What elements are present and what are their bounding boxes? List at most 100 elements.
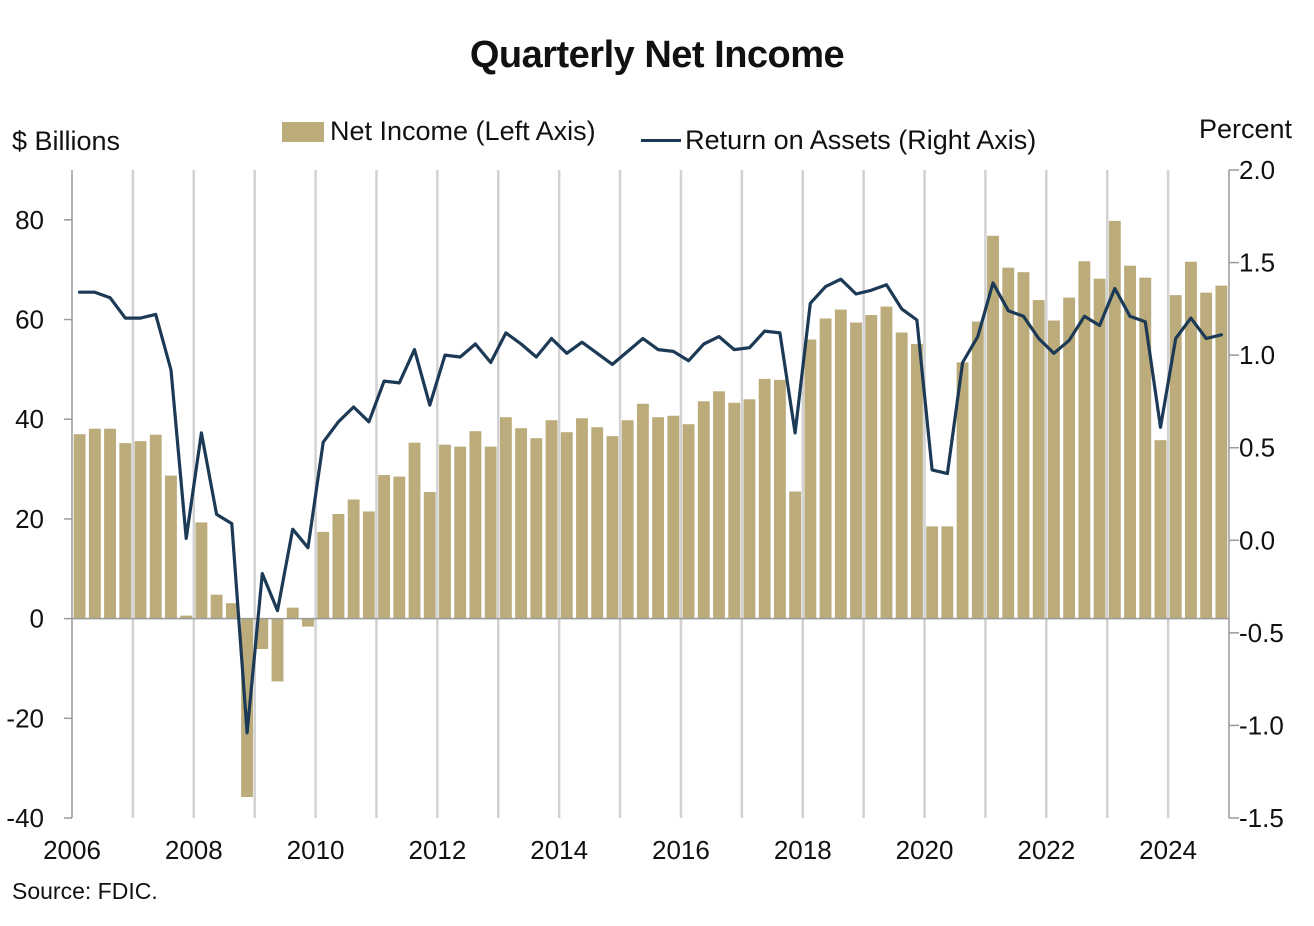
right-axis-tick-label: -0.5 xyxy=(1239,618,1284,648)
legend: Net Income (Left Axis) Return on Assets … xyxy=(282,116,1074,156)
net-income-bar xyxy=(210,594,223,619)
net-income-bar xyxy=(910,343,923,619)
net-income-bar xyxy=(545,420,558,619)
net-income-bar xyxy=(454,446,467,619)
net-income-bar xyxy=(119,443,132,619)
net-income-bar xyxy=(576,418,588,619)
x-axis-tick-label: 2018 xyxy=(774,835,832,865)
net-income-bar xyxy=(789,491,802,619)
net-income-bar xyxy=(591,427,604,619)
net-income-bar xyxy=(73,434,86,619)
left-axis-tick-label: 20 xyxy=(15,504,44,534)
net-income-bar xyxy=(195,522,208,619)
net-income-bar xyxy=(515,428,528,619)
left-axis-tick-label: -20 xyxy=(6,703,44,733)
net-income-bar xyxy=(728,402,741,619)
right-axis-unit-label: Percent xyxy=(1198,114,1292,144)
net-income-bar xyxy=(317,531,330,619)
net-income-bar xyxy=(804,339,817,619)
net-income-bar xyxy=(819,318,832,619)
right-axis-tick-label: -1.0 xyxy=(1239,710,1284,740)
left-axis-tick-label: -40 xyxy=(6,803,44,833)
net-income-bar xyxy=(362,511,375,619)
net-income-bar xyxy=(332,513,345,619)
legend-item-net-income: Net Income (Left Axis) xyxy=(282,116,596,147)
net-income-bar xyxy=(1063,297,1076,619)
chart-title: Quarterly Net Income xyxy=(469,34,845,76)
net-income-bar xyxy=(758,378,771,619)
net-income-bar xyxy=(484,446,497,619)
net-income-bar xyxy=(104,428,116,619)
net-income-bar xyxy=(378,475,391,619)
x-axis-tick-label: 2024 xyxy=(1139,835,1197,865)
right-axis-tick-label: 0.0 xyxy=(1239,525,1275,555)
net-income-bar xyxy=(1200,292,1213,619)
x-axis-tick-label: 2010 xyxy=(287,835,345,865)
net-income-bar xyxy=(1078,261,1091,619)
net-income-bar xyxy=(302,618,314,627)
right-axis-tick-label: -1.5 xyxy=(1239,803,1284,833)
left-axis-tick-label: 80 xyxy=(15,205,44,235)
net-income-bar xyxy=(530,438,543,619)
x-axis-tick-label: 2008 xyxy=(165,835,223,865)
net-income-bar xyxy=(134,441,147,619)
net-income-bar xyxy=(834,309,847,619)
net-income-bar xyxy=(1002,267,1015,619)
legend-item-roa: Return on Assets (Right Axis) xyxy=(641,125,1036,156)
net-income-bar xyxy=(241,618,254,798)
source-note: Source: FDIC. xyxy=(12,878,158,904)
net-income-bar xyxy=(850,322,862,619)
net-income-bar xyxy=(606,436,619,619)
tick-labels: -40 -20 0 20 40 60 80 -1.5 -1.0 -0.5 0.0 0.5 1.0 1.5 2… xyxy=(6,155,1283,865)
axes xyxy=(64,169,1239,819)
net-income-bar xyxy=(1154,440,1167,619)
net-income-bar xyxy=(926,526,939,619)
net-income-bar xyxy=(1169,295,1182,619)
net-income-bars xyxy=(73,220,1228,798)
x-axis-tick-label: 2016 xyxy=(652,835,710,865)
net-income-bar xyxy=(636,403,649,619)
net-income-bar xyxy=(621,420,634,619)
net-income-bar xyxy=(1124,265,1136,619)
net-income-bar xyxy=(1215,285,1228,619)
left-axis-tick-label: 0 xyxy=(30,604,44,634)
right-axis-tick-label: 0.5 xyxy=(1239,433,1275,463)
net-income-bar xyxy=(469,431,482,619)
net-income-bar xyxy=(408,442,421,619)
left-axis-tick-label: 60 xyxy=(15,305,44,335)
net-income-bar xyxy=(697,401,710,619)
net-income-bar xyxy=(880,306,893,619)
net-income-bar xyxy=(1108,220,1121,619)
x-axis-tick-label: 2006 xyxy=(43,835,101,865)
legend-label-net-income: Net Income (Left Axis) xyxy=(330,116,596,146)
net-income-bar xyxy=(1093,278,1106,619)
net-income-bar xyxy=(773,379,786,619)
net-income-bar xyxy=(88,428,101,619)
right-axis-tick-label: 1.0 xyxy=(1239,340,1275,370)
net-income-bar xyxy=(499,417,512,619)
net-income-bar xyxy=(1185,261,1197,619)
net-income-bar xyxy=(652,417,665,619)
roa-line-group xyxy=(77,277,1224,735)
net-income-bar xyxy=(987,235,999,619)
legend-bar-swatch xyxy=(282,121,324,142)
net-income-bar xyxy=(423,492,436,619)
net-income-bar xyxy=(1047,320,1060,619)
net-income-bar xyxy=(149,434,162,619)
net-income-bar xyxy=(560,432,573,619)
net-income-bar xyxy=(165,475,177,619)
net-income-bar xyxy=(225,603,238,619)
net-income-bar xyxy=(682,424,695,619)
roa-line xyxy=(77,277,1224,735)
net-income-bar xyxy=(439,444,451,619)
net-income-bar xyxy=(956,362,969,619)
net-income-bar xyxy=(1017,272,1030,619)
left-axis-unit-label: $ Billions xyxy=(12,126,121,156)
net-income-bar xyxy=(1139,277,1152,619)
legend-line-swatch xyxy=(641,138,682,142)
x-axis-tick-label: 2020 xyxy=(896,835,954,865)
net-income-bar xyxy=(286,607,299,619)
net-income-bar xyxy=(941,526,954,619)
x-axis-tick-label: 2022 xyxy=(1017,835,1075,865)
